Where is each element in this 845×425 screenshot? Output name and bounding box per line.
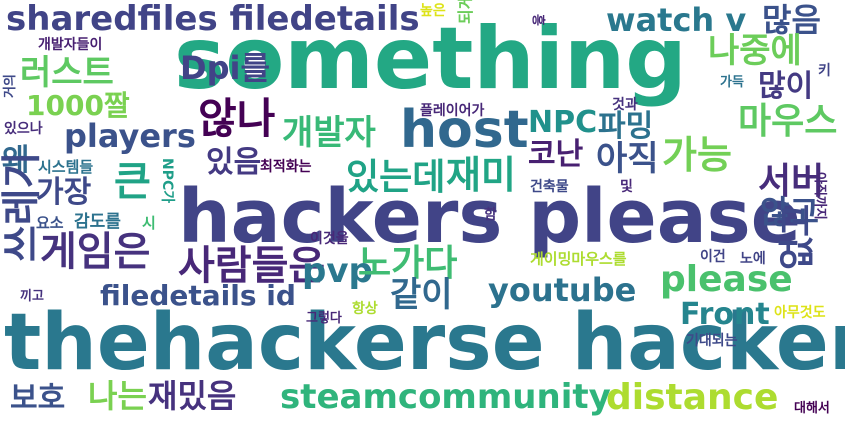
word-front: Front [680,297,770,332]
word-noe: 노에 [740,251,766,267]
word-high: 높은 [420,3,446,19]
word-developers: 개발자들이 [38,37,103,53]
word-optimization: 최적화는 [260,159,312,175]
word-but: 있는데 [346,157,446,198]
word-although: 있으나 [4,121,43,137]
word-player: 플레이어가 [420,103,485,119]
word-manheum: 많음 [762,1,821,39]
word-trash: 쓰레기 [0,151,45,262]
word-game: 게임은 [40,229,151,275]
word-element: 요소 [36,214,64,232]
word-si: 시 [142,214,156,232]
word-developer: 개발자 [282,113,376,153]
word-thing: 것과 [612,97,638,113]
word-so: 그렇다 [306,311,342,326]
word-sharedfiles-filedetails: sharedfiles filedetails [6,0,420,39]
word-about: 대해서 [794,401,830,416]
word-why: 왜 [2,143,30,178]
word-this: 이것을 [310,231,349,247]
word-npc-ga: NPC가 [159,158,175,204]
word-filedetails-id: filedetails id [100,279,296,312]
word-host: host [400,100,529,160]
word-fun: 재미 [446,153,516,197]
word-big: 큰 [114,159,151,205]
word-nothing: 아무것도 [774,305,826,321]
word-people: 사람들은 [178,243,326,289]
word-youtube: youtube [488,271,637,309]
word-very: 되게 [456,0,475,24]
word-conan: 코난 [528,137,584,172]
word-mani: 많이 [758,69,814,104]
word-server: 서버 [758,161,825,202]
word-distance: distance [606,377,779,418]
word-and: 및 [620,179,633,195]
word-pvp: pvp [302,251,373,291]
word-dpi: Dpi를 [180,49,270,87]
word-until-now: 아직까지 [812,172,827,220]
word-funny: 재밌음 [148,377,237,415]
word-hackers-please: hackers please [178,174,801,260]
word-npc: NPC [528,105,598,140]
word-expected: 기대되는 [686,333,738,349]
word-anna: 않나 [198,94,276,143]
word-most: 가장 [36,175,92,210]
word-do: 함 [484,207,497,223]
word-watch-v: watch v [606,1,747,39]
word-please: please [660,259,793,300]
word-players: players [64,117,196,155]
word-full: 가득 [720,75,744,90]
word-this-one: 이건 [700,249,726,265]
word-building: 건축물 [530,179,569,195]
word-grind: 노가다 [358,243,458,284]
word-without: 없고 [777,203,818,270]
word-najunge: 나중에 [708,31,802,71]
word-farming: 파밍 [598,109,654,144]
word-thehackerse-hackers: thehackerse hackers [4,298,845,388]
word-together: 같이 [390,275,453,315]
word-protect: 보호 [10,381,66,416]
word-1000: 1000짤 [26,89,130,122]
word-mouse: 마우스 [738,101,838,142]
word-rust: 러스트 [20,53,114,93]
word-steamcommunity: steamcommunity [280,377,611,417]
word-something: something [174,9,687,109]
word-key: 키 [818,63,831,79]
word-i: 나는 [88,377,147,415]
word-heung: 흥 [530,14,545,26]
word-almost: 거의 [3,74,18,98]
word-gaming-mouse: 게이밍마우스를 [530,250,627,268]
word-not: 않고 [760,193,819,231]
word-yet: 아직 [596,139,659,179]
word-sensitivity: 감도를 [74,212,121,232]
word-systems: 시스템들 [38,158,94,176]
word-exists: 있음 [206,145,262,180]
word-possible: 가능 [662,133,732,177]
word-always: 항상 [352,301,378,317]
word-wearing: 끼고 [20,289,44,304]
